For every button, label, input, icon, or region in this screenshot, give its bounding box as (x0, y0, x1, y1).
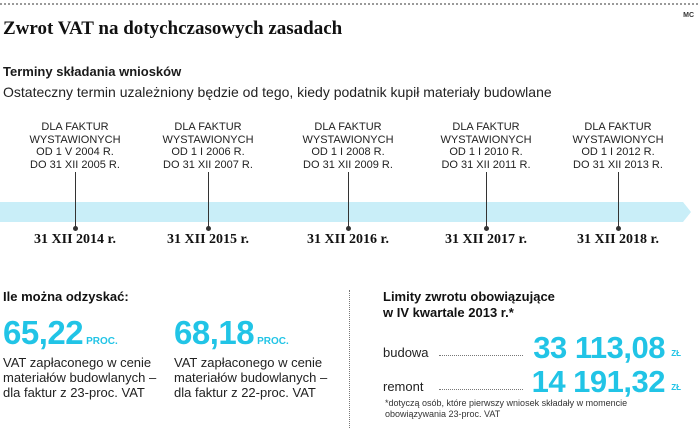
period-label-line: DO 31 XII 2011 R. (441, 158, 531, 171)
leader-dots (439, 355, 523, 356)
refund-desc-2: VAT zapłaconego w cenie materiałów budow… (174, 355, 328, 400)
period-label: DLA FAKTUR WYSTAWIONYCH OD 1 I 2012 R. DO 3… (558, 121, 678, 171)
timeline-bar (0, 202, 691, 222)
limit-value: 33 113,08 (533, 330, 665, 365)
period-label-line: DO 31 XII 2013 R. (573, 158, 663, 171)
period-label-line: DO 31 XII 2005 R. (30, 158, 120, 171)
limit-currency: ZŁ (671, 383, 681, 392)
period-label-line: OD 1 I 2012 R. (581, 146, 655, 158)
limit-name: budowa (383, 345, 429, 360)
timeline-tick (486, 172, 487, 228)
period-label-line: DLA FAKTUR (452, 121, 520, 133)
timeline-marker (206, 226, 211, 231)
timeline-marker (346, 226, 351, 231)
corner-label: MC (683, 12, 694, 19)
period-label-line: OD 1 I 2008 R. (311, 146, 385, 158)
refund-value-1-number: 65,22 (3, 314, 84, 351)
deadline-date: 31 XII 2016 r. (307, 232, 389, 247)
period-label-line: DLA FAKTUR (584, 121, 652, 133)
page-title: Zwrot VAT na dotychczasowych zasadach (3, 18, 343, 39)
timeline-marker (484, 226, 489, 231)
limits-footnote: *dotyczą osób, które pierwszy wniosek sk… (385, 398, 628, 419)
period-label: DLA FAKTUR WYSTAWIONYCH OD 1 V 2004 R. DO 3… (15, 121, 135, 171)
period-label-line: OD 1 I 2010 R. (449, 146, 523, 158)
deadline-date: 31 XII 2018 r. (577, 232, 659, 247)
period-label-line: WYSTAWIONYCH (29, 133, 121, 146)
refund-desc-1: VAT zapłaconego w cenie materiałów budow… (3, 355, 157, 400)
timeline-tick (208, 172, 209, 228)
timeline-tick (618, 172, 619, 228)
timeline-tick (75, 172, 76, 228)
section-divider (349, 290, 350, 428)
limits-heading: Limity zwrotu obowiązujące w IV kwartale… (383, 289, 555, 321)
refund-value-2-number: 68,18 (174, 314, 255, 351)
limit-row-budowa: budowa 33 113,08 ZŁ (383, 330, 683, 365)
timeline-subtitle: Terminy składania wniosków (3, 64, 182, 79)
period-label-line: WYSTAWIONYCH (572, 133, 664, 146)
timeline-marker (73, 226, 78, 231)
period-label-line: WYSTAWIONYCH (162, 133, 254, 146)
period-label-line: DO 31 XII 2009 R. (303, 158, 393, 171)
limit-currency: ZŁ (671, 349, 681, 358)
top-dotted-rule (0, 3, 698, 5)
limit-value: 14 191,32 (531, 364, 666, 399)
period-label-line: OD 1 I 2006 R. (171, 146, 245, 158)
period-label: DLA FAKTUR WYSTAWIONYCH OD 1 I 2008 R. DO 3… (288, 121, 408, 171)
timeline-marker (616, 226, 621, 231)
timeline-tick (348, 172, 349, 228)
deadline-date: 31 XII 2015 r. (167, 232, 249, 247)
refund-value-1-unit: PROC. (86, 336, 118, 347)
refund-value-1: 65,22 PROC. (3, 314, 118, 352)
period-label-line: WYSTAWIONYCH (302, 133, 394, 146)
period-label-line: OD 1 V 2004 R. (36, 146, 114, 158)
limits-heading-line1: Limity zwrotu obowiązujące (383, 289, 555, 304)
period-label-line: DLA FAKTUR (174, 121, 242, 133)
refund-value-2-unit: PROC. (257, 336, 289, 347)
deadline-date: 31 XII 2017 r. (445, 232, 527, 247)
period-label-line: DO 31 XII 2007 R. (163, 158, 253, 171)
period-label-line: WYSTAWIONYCH (440, 133, 532, 146)
leader-dots (439, 389, 523, 390)
deadline-date: 31 XII 2014 r. (34, 232, 116, 247)
period-label-line: DLA FAKTUR (41, 121, 109, 133)
limit-name: remont (383, 379, 424, 394)
limit-row-remont: remont 14 191,32 ZŁ (383, 364, 683, 399)
timeline-description: Ostateczny termin uzależniony będzie od … (3, 84, 552, 100)
period-label: DLA FAKTUR WYSTAWIONYCH OD 1 I 2006 R. DO 3… (148, 121, 268, 171)
refund-heading: Ile można odzyskać: (3, 289, 129, 304)
period-label: DLA FAKTUR WYSTAWIONYCH OD 1 I 2010 R. DO 3… (426, 121, 546, 171)
period-label-line: DLA FAKTUR (314, 121, 382, 133)
limits-heading-line2: w IV kwartale 2013 r.* (383, 305, 514, 320)
refund-value-2: 68,18 PROC. (174, 314, 289, 352)
